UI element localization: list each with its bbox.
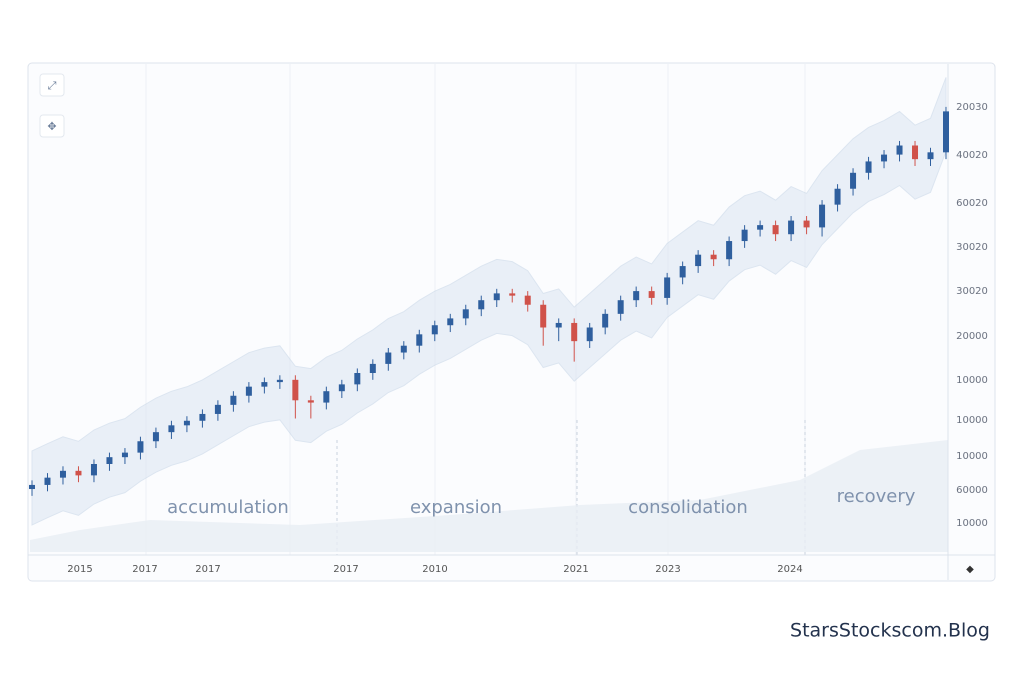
candle-body	[726, 241, 733, 260]
y-tick-label: 30020	[956, 242, 988, 253]
candle-body	[183, 420, 190, 426]
x-tick-label: 2017	[132, 564, 157, 575]
candle-body	[44, 477, 51, 485]
candle-body	[788, 220, 795, 235]
candle-body	[199, 413, 206, 421]
candle-body	[509, 293, 516, 296]
candle-body	[927, 152, 934, 160]
candle-body	[338, 384, 345, 392]
candle-body	[943, 111, 949, 153]
x-tick-label: 2017	[333, 564, 358, 575]
candle-body	[307, 400, 314, 403]
x-tick-label: 2010	[422, 564, 447, 575]
x-tick-label: 2021	[563, 564, 588, 575]
candle-body	[524, 295, 531, 305]
candle-body	[431, 325, 438, 335]
candle-body	[462, 309, 469, 319]
candle-body	[478, 300, 485, 310]
candle-body	[555, 322, 562, 328]
candle-body	[276, 379, 283, 383]
y-tick-label: 40020	[956, 150, 988, 161]
candle-body	[617, 300, 624, 314]
phase-label: consolidation	[628, 497, 748, 518]
candle-body	[648, 291, 655, 298]
candle-body	[819, 204, 826, 228]
candles	[29, 106, 949, 496]
axis-corner-icon[interactable]: ◆	[966, 564, 974, 575]
candle-body	[571, 322, 578, 342]
candle-body	[292, 379, 299, 401]
candle-body	[633, 291, 640, 301]
candle-body	[772, 225, 779, 235]
y-tick-label: 10000	[956, 518, 988, 529]
tool-button[interactable]	[39, 114, 65, 138]
candle-body	[865, 161, 872, 173]
candle-body	[493, 293, 500, 301]
phase-label: expansion	[410, 497, 502, 518]
y-tick-label: 10000	[956, 451, 988, 462]
y-tick-label: 30020	[956, 286, 988, 297]
candle-body	[400, 345, 407, 353]
candle-body	[710, 254, 717, 260]
y-tick-label: 60000	[956, 485, 988, 496]
candle-body	[540, 304, 547, 328]
x-tick-label: 2024	[777, 564, 802, 575]
candle-body	[90, 464, 97, 476]
candle-body	[152, 432, 159, 442]
candle-body	[261, 382, 268, 387]
candle-body	[803, 220, 810, 228]
candle-body	[896, 145, 903, 155]
candle-body	[447, 318, 454, 326]
tool-icon: ⤢	[48, 79, 57, 92]
tool-button[interactable]	[39, 73, 65, 97]
x-tick-label: 2015	[67, 564, 92, 575]
y-tick-label: 20030	[956, 102, 988, 113]
candle-body	[369, 363, 376, 373]
candle-body	[385, 352, 392, 364]
candle-body	[59, 470, 66, 478]
phase-label: accumulation	[167, 497, 289, 518]
watermark: StarsStockscom.Blog	[790, 620, 990, 642]
candle-body	[679, 266, 686, 278]
y-tick-label: 10000	[956, 375, 988, 386]
candle-body	[586, 327, 593, 342]
candle-body	[602, 313, 609, 328]
candle-body	[121, 452, 128, 458]
candle-body	[214, 404, 221, 414]
candle-body	[29, 484, 35, 490]
candle-body	[354, 373, 361, 385]
candle-body	[912, 145, 919, 160]
candle-body	[834, 188, 841, 205]
candle-body	[881, 154, 888, 162]
tool-icon: ✥	[47, 120, 56, 133]
y-tick-label: 10000	[956, 415, 988, 426]
candle-body	[168, 425, 175, 433]
candle-body	[741, 229, 748, 242]
candle-body	[75, 470, 82, 476]
candle-body	[245, 386, 252, 396]
y-tick-label: 20000	[956, 331, 988, 342]
candle-body	[757, 225, 764, 230]
x-tick-label: 2023	[655, 564, 680, 575]
candle-body	[106, 457, 113, 464]
candle-body	[850, 172, 857, 189]
candle-body	[695, 254, 702, 267]
candle-body	[137, 441, 144, 453]
candle-body	[230, 395, 237, 405]
candle-body	[664, 277, 671, 298]
x-tick-label: 2017	[195, 564, 220, 575]
y-tick-label: 60020	[956, 198, 988, 209]
candle-body	[416, 334, 423, 346]
volume-area	[30, 440, 948, 552]
candle-body	[323, 391, 330, 403]
phase-label: recovery	[837, 486, 916, 507]
